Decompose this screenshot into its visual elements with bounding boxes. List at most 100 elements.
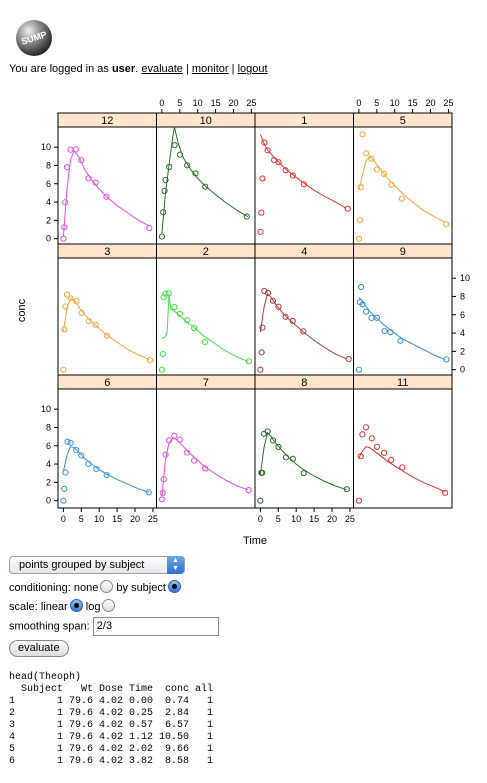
data-point [184, 317, 191, 324]
panel-3: 3 [57, 243, 157, 378]
smooth-curve [62, 149, 150, 236]
data-point [166, 163, 173, 171]
y-tick-label: 0 [460, 365, 465, 375]
data-point [146, 357, 153, 364]
strip-label: 8 [301, 377, 307, 389]
data-point [345, 356, 352, 363]
panel-frame [156, 257, 256, 378]
r-output: head(Theoph) Subject Wt Dose Time conc a… [9, 672, 213, 768]
x-tick-label: 0 [61, 514, 66, 524]
data-point [192, 170, 199, 177]
data-point [358, 283, 365, 291]
login-suffix: . [135, 63, 139, 75]
data-point [162, 176, 169, 184]
login-prefix: You are logged in as [9, 63, 112, 75]
x-tick-label: 0 [159, 98, 164, 108]
data-point [160, 294, 167, 301]
y-tick-label: 2 [46, 215, 51, 225]
data-point [359, 131, 366, 138]
scale-log-label: log [85, 601, 101, 613]
data-point [257, 366, 264, 373]
data-point [289, 172, 296, 179]
data-point [60, 366, 67, 373]
strip-label: 3 [104, 246, 110, 258]
data-point [258, 349, 265, 356]
conditioning-label: conditioning: [9, 582, 71, 594]
data-point [171, 142, 178, 149]
panel-frame [353, 126, 453, 247]
data-point [388, 181, 395, 188]
panel-11: 11 [353, 374, 453, 509]
data-point [176, 436, 183, 443]
smoothing-control: smoothing span: 2/3 [9, 617, 219, 636]
x-tick-label: 25 [443, 98, 453, 108]
data-point [191, 324, 198, 332]
data-point [259, 175, 266, 182]
data-point [171, 432, 178, 439]
data-point [269, 437, 277, 444]
data-point [264, 289, 272, 297]
x-tick-label: 20 [426, 98, 436, 108]
smooth-curve [358, 297, 445, 361]
x-axis-label: Time [243, 535, 267, 547]
data-point [259, 324, 266, 331]
x-tick-label: 15 [112, 514, 122, 524]
data-point [373, 314, 380, 321]
data-point [73, 447, 80, 454]
strip-label: 2 [203, 246, 209, 258]
data-point [368, 314, 375, 321]
scale-linear-radio[interactable] [69, 599, 83, 612]
conditioning-none-radio[interactable] [100, 580, 114, 593]
data-point [300, 181, 307, 188]
x-tick-label: 0 [258, 514, 263, 524]
smooth-curve [161, 437, 248, 497]
evaluate-link[interactable]: evaluate [141, 63, 183, 75]
logout-link[interactable]: logout [237, 63, 268, 75]
strip-label: 1 [301, 115, 307, 127]
data-point [78, 309, 85, 316]
panel-7: 7 [156, 374, 256, 509]
select-arrows-icon: ▲ ▼ [167, 556, 184, 574]
data-point [103, 472, 110, 479]
evaluate-button[interactable]: evaluate [9, 640, 69, 657]
scale-log-radio[interactable] [102, 599, 116, 612]
data-point [92, 321, 99, 328]
x-tick-label: 20 [130, 514, 140, 524]
data-point [257, 228, 264, 235]
data-point [261, 139, 268, 146]
data-point [160, 209, 167, 216]
data-point [356, 217, 363, 224]
scale-control: scale: linear log [9, 599, 116, 613]
data-point [398, 195, 405, 202]
data-point [61, 485, 68, 492]
panel-frame [156, 388, 256, 509]
data-point [269, 297, 276, 304]
grouping-select[interactable]: points grouped by subject ▲ ▼ [9, 556, 185, 574]
data-point [388, 456, 395, 463]
strip-label: 11 [397, 377, 408, 389]
data-point [344, 205, 351, 212]
x-tick-label: 5 [79, 514, 84, 524]
smoothing-span-input[interactable]: 2/3 [92, 617, 219, 636]
data-point [158, 496, 165, 503]
data-point [275, 443, 282, 450]
strip-label: 5 [400, 115, 406, 127]
strip-label: 7 [203, 377, 209, 389]
x-tick-label: 15 [211, 98, 221, 108]
data-point [355, 366, 362, 373]
data-point [443, 221, 450, 228]
monitor-link[interactable]: monitor [191, 63, 229, 75]
y-tick-label: 10 [41, 142, 51, 152]
data-point [387, 329, 394, 336]
data-point [343, 486, 350, 493]
output-row: 5 1 79.6 4.02 2.02 9.66 1 [9, 744, 214, 755]
data-point [373, 443, 380, 450]
panel-6: 6 [57, 374, 157, 509]
data-point [399, 464, 406, 471]
conditioning-by-subject-radio[interactable] [167, 580, 181, 593]
x-tick-label: 5 [276, 514, 281, 524]
y-tick-label: 4 [460, 328, 465, 338]
output-row: 3 1 79.6 4.02 0.57 6.57 1 [9, 720, 214, 731]
data-point [257, 497, 264, 504]
smooth-curve [62, 446, 150, 493]
